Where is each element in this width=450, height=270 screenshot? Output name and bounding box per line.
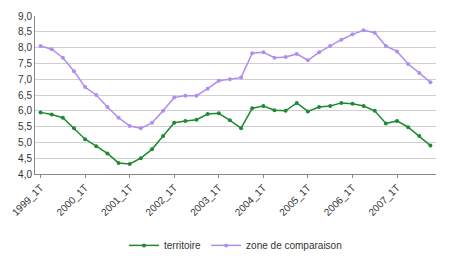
- svg-text:6,5: 6,5: [18, 90, 32, 101]
- svg-text:8,0: 8,0: [18, 42, 32, 53]
- svg-text:7,0: 7,0: [18, 74, 32, 85]
- svg-text:2002_1T: 2002_1T: [143, 182, 179, 218]
- svg-text:2006_1T: 2006_1T: [322, 182, 358, 218]
- svg-text:2004_1T: 2004_1T: [233, 182, 269, 218]
- svg-text:1999_1T: 1999_1T: [10, 182, 46, 218]
- svg-text:9,0: 9,0: [18, 11, 32, 22]
- svg-text:5,5: 5,5: [18, 121, 32, 132]
- svg-text:2005_1T: 2005_1T: [277, 182, 313, 218]
- svg-text:7,5: 7,5: [18, 58, 32, 69]
- svg-text:4,0: 4,0: [18, 169, 32, 180]
- svg-text:2007_1T: 2007_1T: [366, 182, 402, 218]
- svg-text:4,5: 4,5: [18, 153, 32, 164]
- svg-text:2003_1T: 2003_1T: [188, 182, 224, 218]
- svg-text:zone de comparaison: zone de comparaison: [246, 240, 342, 251]
- svg-text:2001_1T: 2001_1T: [99, 182, 135, 218]
- svg-text:territoire: territoire: [164, 240, 201, 251]
- svg-text:2000_1T: 2000_1T: [54, 182, 90, 218]
- svg-text:6,0: 6,0: [18, 105, 32, 116]
- svg-text:5,0: 5,0: [18, 137, 32, 148]
- svg-text:8,5: 8,5: [18, 26, 32, 37]
